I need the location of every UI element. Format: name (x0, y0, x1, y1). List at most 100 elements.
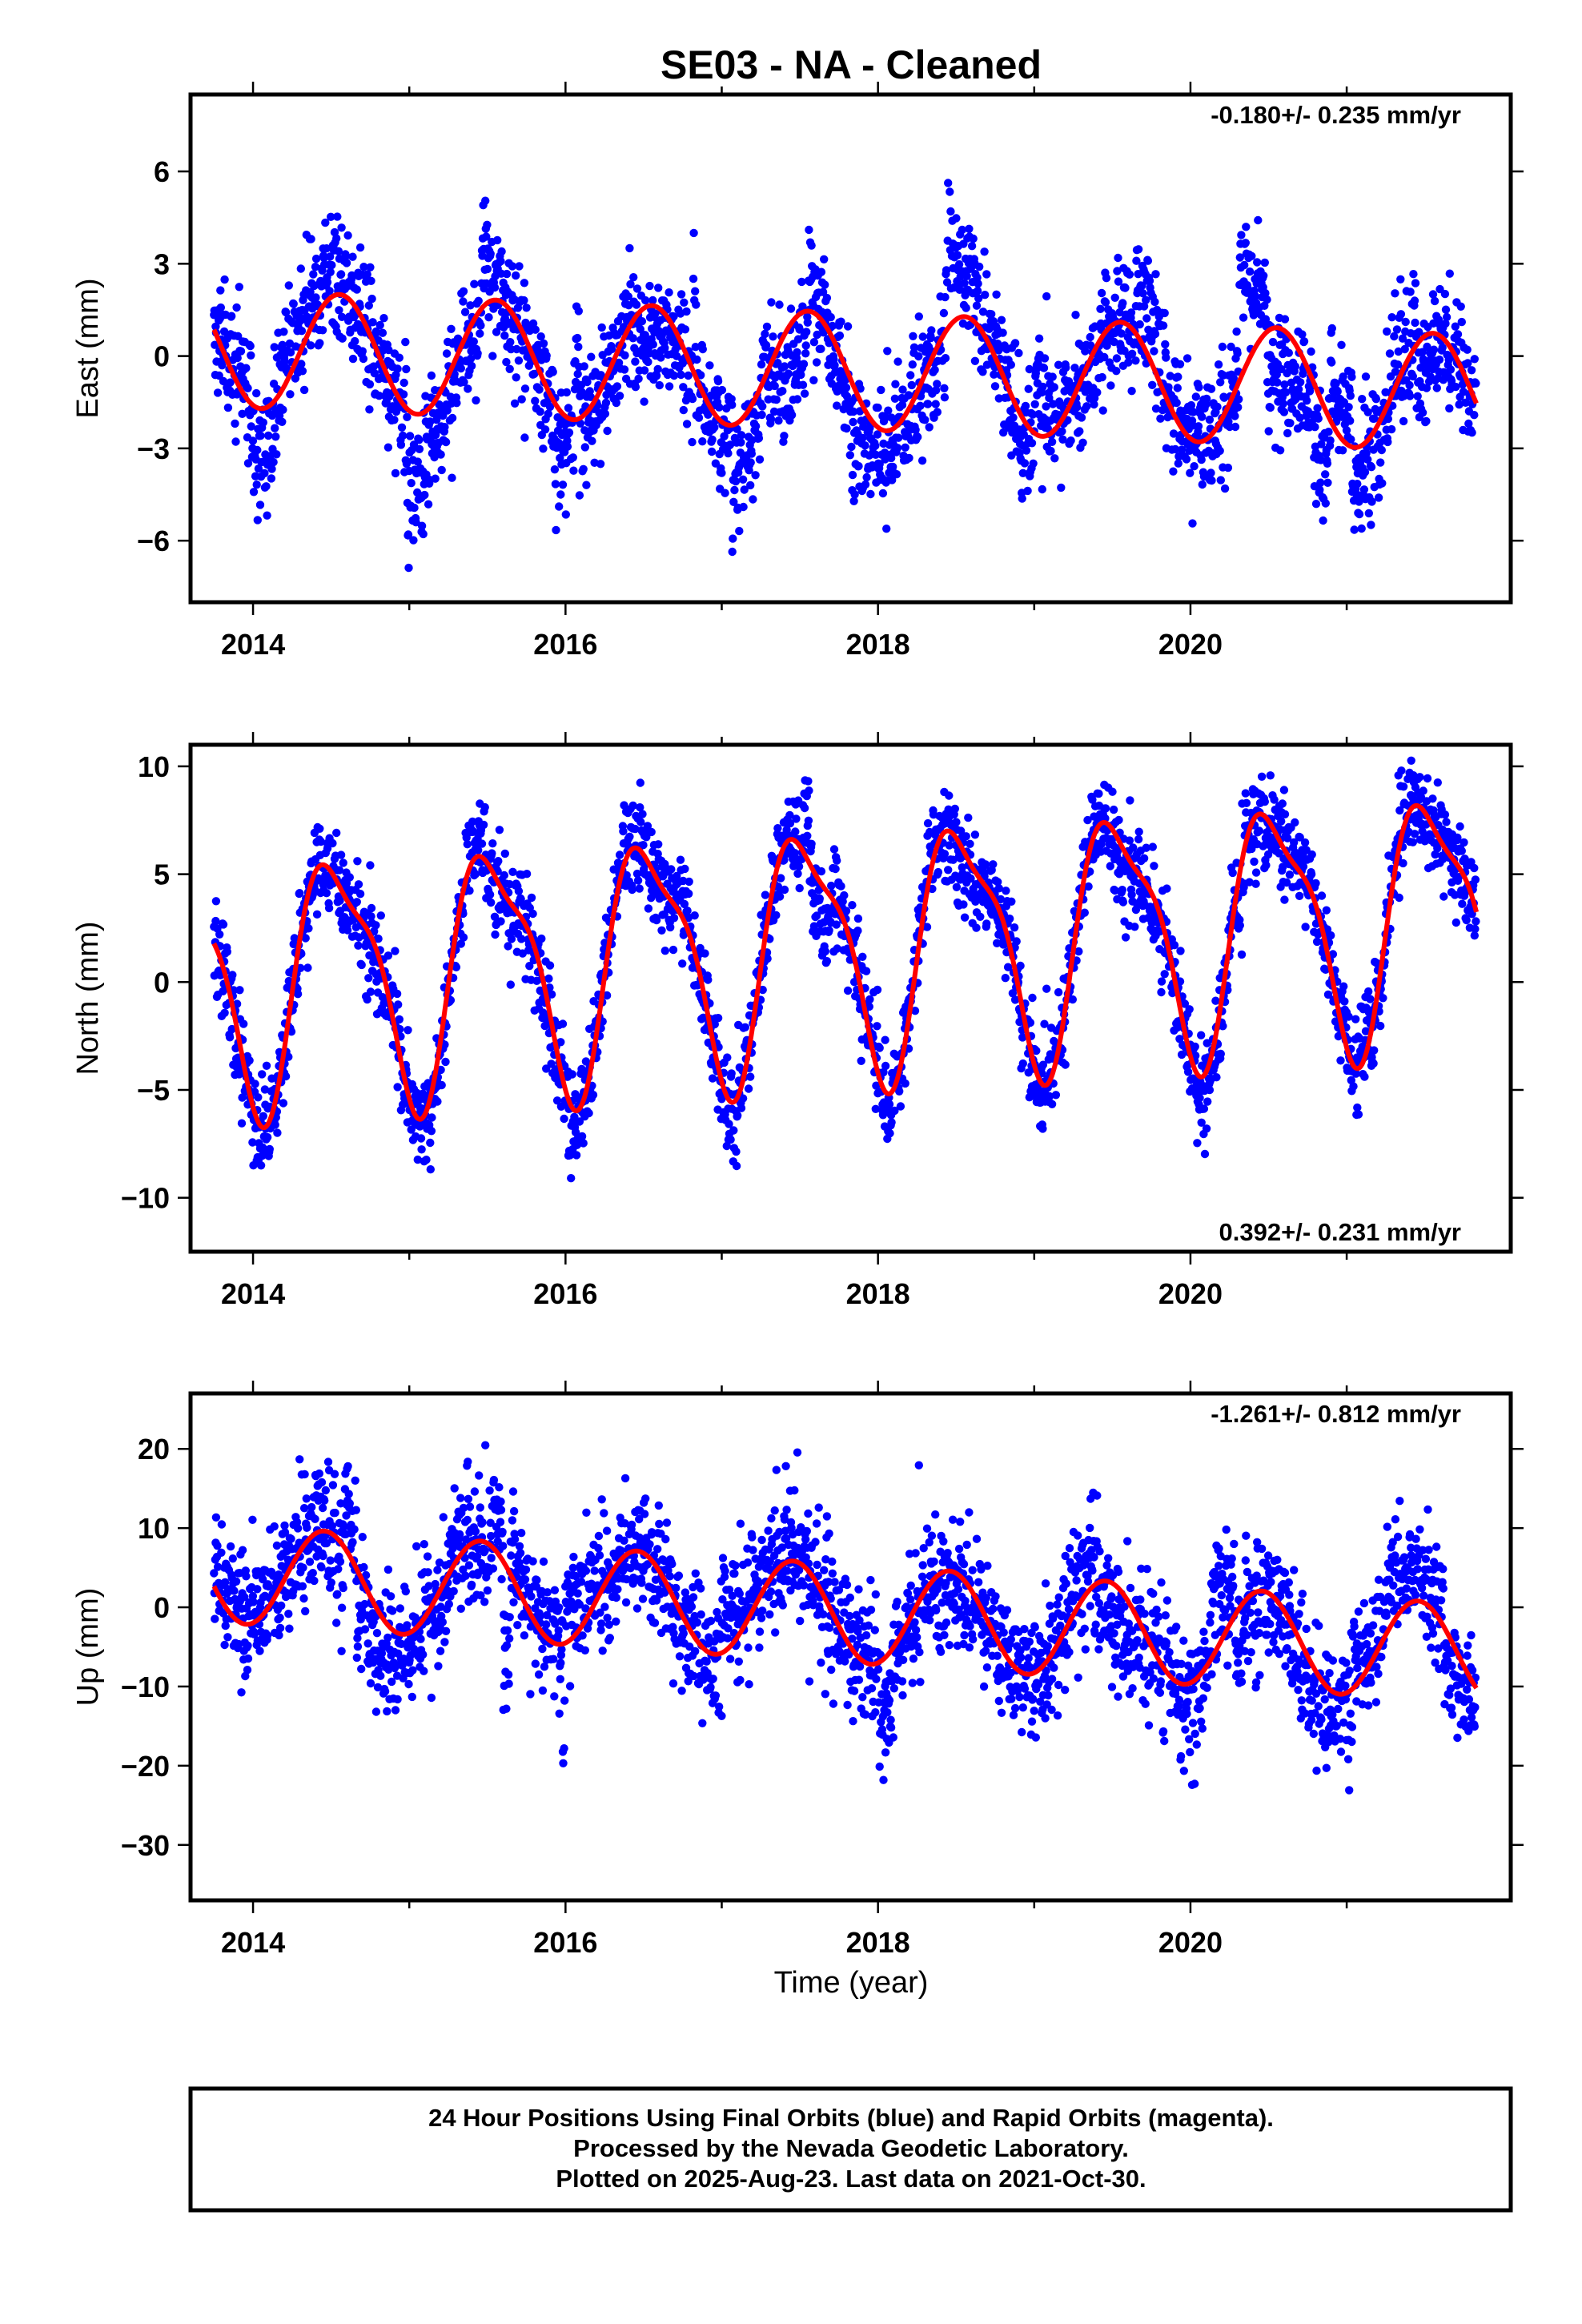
east-data-point-2186 (1229, 374, 1239, 383)
north-data-point-1934 (1118, 898, 1128, 907)
north-data-point-932 (644, 904, 653, 913)
east-data-point-697 (531, 396, 540, 405)
east-data-point-2122 (1198, 480, 1207, 489)
east-data-point-2632 (1432, 384, 1442, 392)
east-data-point-279 (342, 259, 351, 267)
east-data-point-2259 (1263, 296, 1271, 304)
east-data-point-2368 (1311, 500, 1321, 509)
east-data-point-1469 (888, 476, 897, 485)
north-data-point-1422 (873, 985, 882, 995)
north-data-point-176 (290, 934, 299, 943)
north-data-point-1981 (1139, 854, 1149, 863)
east-data-point-2609 (1423, 342, 1431, 352)
north-data-point-1120 (732, 1161, 741, 1171)
east-data-point-2139 (1207, 384, 1216, 393)
east-data-point-2088 (1182, 455, 1191, 464)
north-data-point-103 (258, 1070, 267, 1079)
east-data-point-2709 (1470, 355, 1480, 364)
east-data-point-929 (640, 397, 648, 406)
east-x-tick-label-2018: 2018 (846, 628, 910, 661)
east-data-point-2309 (1284, 348, 1294, 357)
east-data-point-73 (243, 384, 252, 392)
north-data-point-605 (495, 826, 504, 834)
east-data-point-2252 (1259, 271, 1268, 280)
east-data-point-1415 (862, 472, 871, 482)
north-data-point-719 (545, 961, 555, 970)
north-data-point-667 (522, 870, 532, 879)
east-data-point-623 (497, 308, 507, 316)
east-data-point-107 (259, 418, 267, 427)
east-data-point-1446 (877, 385, 885, 395)
east-data-point-1299 (809, 376, 818, 384)
east-data-point-2658 (1445, 404, 1454, 413)
east-data-point-2670 (1451, 322, 1460, 331)
east-data-point-95 (253, 445, 262, 455)
east-data-point-576 (476, 329, 484, 338)
east-data-point-713 (539, 444, 548, 453)
east-data-point-2255 (1260, 258, 1270, 267)
east-data-point-87 (249, 488, 259, 497)
east-data-point-2469 (1357, 524, 1366, 533)
east-data-point-2540 (1391, 289, 1399, 298)
east-data-point-1237 (780, 362, 789, 371)
east-data-point-53 (234, 332, 243, 340)
north-data-point-608 (496, 917, 505, 926)
north-data-point-625 (504, 942, 512, 951)
east-data-point-1808 (1050, 454, 1059, 463)
north-data-point-939 (647, 827, 656, 837)
north-data-point-980 (666, 923, 675, 932)
east-data-point-847 (601, 398, 611, 408)
north-data-point-55 (235, 986, 244, 995)
north-data-point-438 (413, 1155, 422, 1164)
east-data-point-765 (562, 388, 571, 397)
north-data-point-590 (488, 849, 496, 858)
east-data-point-479 (431, 474, 440, 483)
north-data-point-1367 (848, 901, 857, 910)
north-data-point-60 (237, 1119, 247, 1128)
east-data-point-1476 (890, 394, 900, 403)
east-data-point-333 (366, 263, 375, 271)
east-data-point-1371 (841, 383, 851, 392)
east-data-point-395 (393, 364, 402, 373)
east-data-point-910 (631, 383, 640, 392)
east-data-point-1905 (1097, 288, 1106, 298)
east-data-point-2644 (1438, 343, 1447, 352)
east-data-point-2649 (1440, 289, 1450, 299)
east-data-point-790 (575, 491, 584, 500)
north-data-point-229 (312, 910, 322, 919)
north-data-point-986 (669, 945, 678, 955)
east-data-point-1995 (1138, 289, 1147, 298)
east-data-point-123 (267, 474, 276, 483)
east-data-point-1790 (1042, 292, 1051, 301)
north-data-point-885 (622, 870, 631, 880)
north-data-point-775 (572, 1151, 581, 1160)
north-data-point-1961 (1130, 923, 1139, 931)
east-data-point-1173 (751, 471, 760, 480)
east-data-point-1760 (1027, 439, 1037, 448)
east-data-point-1860 (1075, 427, 1084, 436)
north-data-point-492 (437, 1080, 446, 1090)
east-data-point-2525 (1383, 437, 1392, 447)
east-data-point-1821 (1057, 483, 1066, 493)
east-data-point-1691 (994, 394, 1004, 403)
east-data-point-504 (441, 437, 451, 447)
east-data-point-948 (648, 296, 657, 305)
north-data-point-138 (273, 1128, 282, 1137)
east-data-point-2263 (1264, 427, 1273, 436)
east-data-point-360 (378, 328, 387, 337)
east-data-point-2210 (1240, 260, 1249, 270)
north-data-point-912 (635, 884, 644, 893)
east-data-point-1805 (1049, 400, 1058, 408)
north-data-point-95 (254, 1093, 263, 1102)
east-data-point-1533 (918, 332, 927, 341)
north-data-point-1122 (733, 1111, 742, 1120)
east-data-point-2538 (1390, 332, 1399, 341)
north-data-point-500 (441, 1057, 450, 1067)
east-data-point-2388 (1321, 499, 1331, 508)
east-data-point-271 (338, 334, 347, 343)
east-data-point-1162 (746, 458, 755, 467)
east-data-point-1035 (688, 437, 697, 447)
east-data-point-1025 (682, 420, 692, 428)
east-data-point-1122 (728, 400, 737, 409)
east-data-point-448 (417, 521, 427, 530)
